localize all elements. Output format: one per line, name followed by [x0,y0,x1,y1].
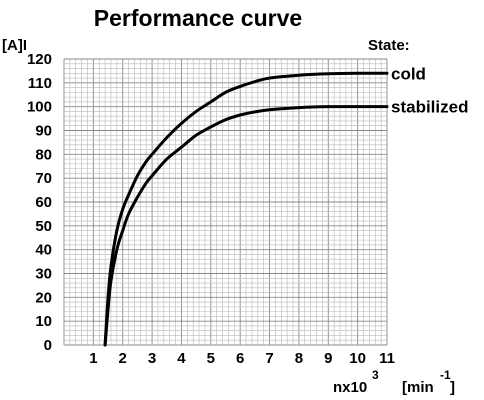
series-label-cold: cold [391,64,426,83]
x-tick-label: 4 [177,350,186,367]
y-tick-label: 80 [35,146,52,163]
x-unit-exponent: -1 [440,368,451,382]
series-line-cold [103,71,389,347]
series-labels: cold stabilized [391,64,468,116]
chart-title: Performance curve [94,5,302,31]
y-tick-label: 30 [35,266,52,283]
legend-title: State: [368,37,410,54]
x-tick-labels: 1 2 3 4 5 6 7 8 9 10 11 [89,350,395,367]
x-tick-label: 7 [265,350,273,367]
x-axis-label-exponent: 3 [372,368,379,382]
y-tick-label: 60 [35,194,52,211]
series-line-stabilized [103,105,389,347]
y-tick-label: 50 [35,218,52,235]
x-unit-base: [min [402,379,434,396]
y-tick-labels: 0 10 20 30 40 50 60 70 80 90 100 110 120 [27,51,52,354]
x-unit-close: ] [450,379,455,396]
x-tick-label: 11 [379,350,395,367]
y-tick-label: 120 [27,51,52,68]
x-tick-label: 8 [295,350,303,367]
y-tick-label: 90 [35,123,52,140]
y-tick-label: 70 [35,170,52,187]
series-label-stabilized: stabilized [391,98,468,117]
y-tick-label: 10 [35,313,52,330]
y-tick-label: 20 [35,289,52,306]
x-tick-label: 1 [89,350,97,367]
x-axis-label-base: nx10 [333,379,367,396]
x-tick-label: 2 [119,350,127,367]
x-tick-label: 5 [207,350,215,367]
y-axis-label: [A]I [2,37,27,54]
series-curves [103,71,389,347]
grid [63,58,388,346]
y-tick-label: 100 [27,99,52,116]
x-tick-label: 6 [236,350,244,367]
x-tick-label: 10 [349,350,366,367]
y-tick-label: 40 [35,242,52,259]
x-tick-label: 9 [324,350,332,367]
y-tick-label: 0 [44,337,52,354]
y-tick-label: 110 [28,75,52,92]
x-tick-label: 3 [148,350,156,367]
